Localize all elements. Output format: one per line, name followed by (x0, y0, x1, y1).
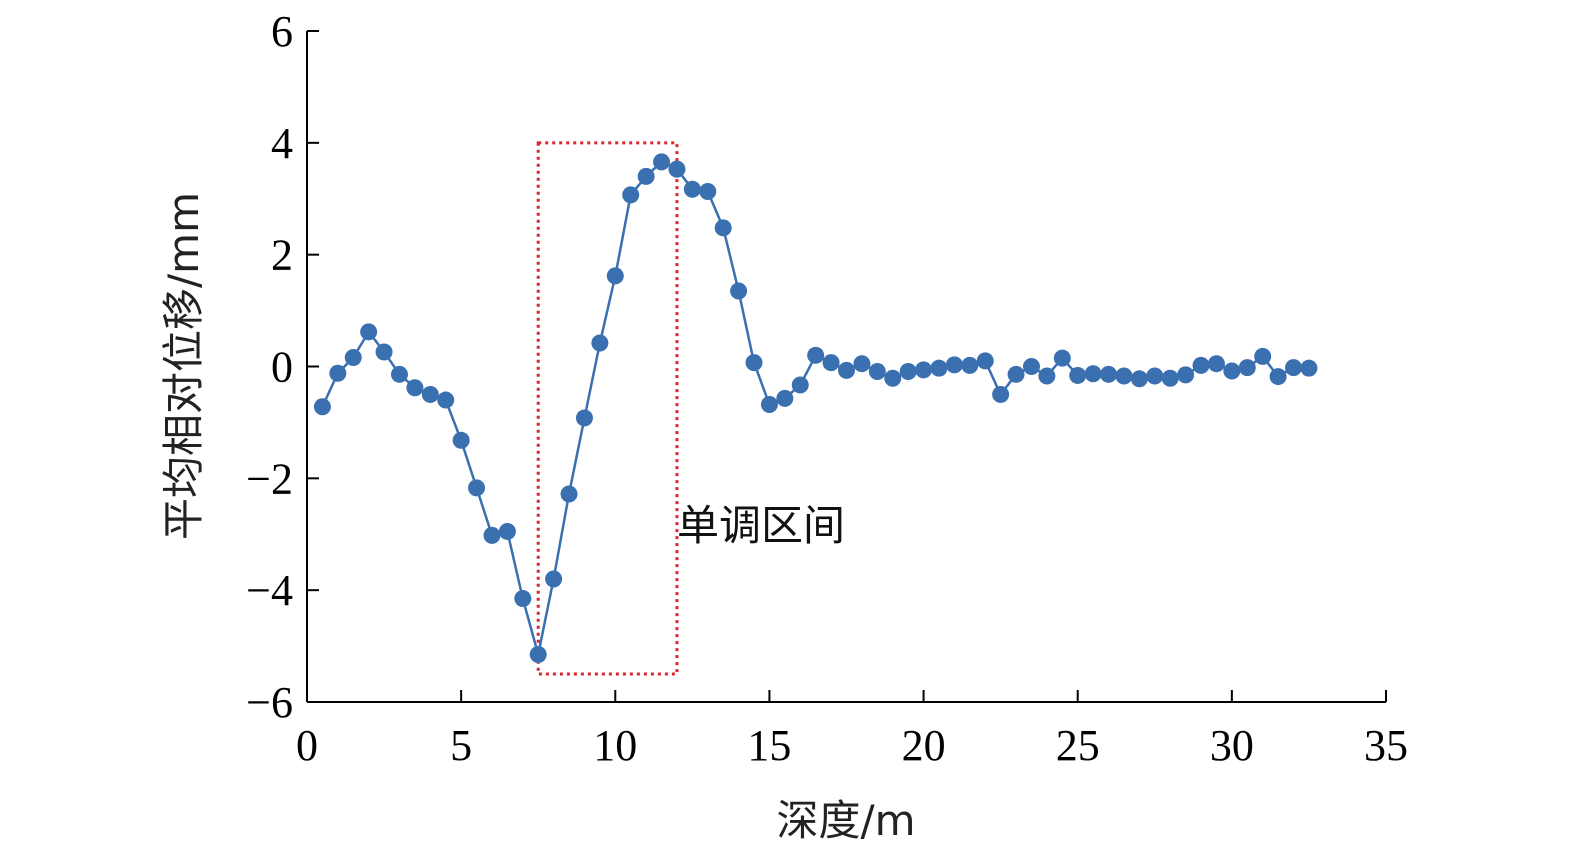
data-point (853, 355, 871, 373)
x-ticks: 0 5 10 15 20 25 30 35 (296, 690, 1408, 770)
plot-area (313, 153, 1318, 663)
data-point (606, 267, 624, 285)
data-point (329, 364, 347, 382)
y-tick-label: 2 (271, 231, 293, 280)
data-point (714, 219, 732, 237)
data-point (1053, 349, 1071, 367)
data-point (1300, 359, 1318, 377)
data-point (745, 354, 763, 372)
data-point (915, 361, 933, 379)
data-point (930, 359, 948, 377)
x-axis-title: 深度/m (776, 796, 915, 845)
y-ticks: −6 −4 −2 0 2 4 6 (246, 7, 319, 727)
data-point (591, 334, 609, 352)
data-point (945, 356, 963, 374)
y-tick-label: −2 (246, 454, 293, 503)
data-point (483, 526, 501, 544)
data-point (976, 352, 994, 370)
data-point (421, 385, 439, 403)
data-point (822, 354, 840, 372)
data-point (992, 385, 1010, 403)
highlight-box (536, 141, 679, 676)
data-point (730, 282, 748, 300)
data-point (1130, 370, 1148, 388)
data-point (884, 369, 902, 387)
data-point (1192, 356, 1210, 374)
y-axis-title: 平均相对位移/mm (159, 192, 208, 540)
y-tick-label: −6 (246, 678, 293, 727)
data-point (545, 570, 563, 588)
y-tick-label: 6 (271, 7, 293, 56)
x-tick-label: 5 (450, 721, 472, 770)
data-point (560, 485, 578, 503)
data-point (468, 479, 486, 497)
data-point (1069, 366, 1087, 384)
data-point (760, 396, 778, 414)
data-point (776, 389, 794, 407)
series-line (321, 160, 1309, 655)
data-point (622, 186, 640, 204)
data-point (360, 323, 378, 341)
data-point (899, 363, 917, 381)
data-point (1084, 365, 1102, 383)
data-point (807, 346, 825, 364)
data-point (1007, 365, 1025, 383)
y-tick-label: 4 (271, 119, 293, 168)
y-tick-label: −4 (246, 566, 293, 615)
data-point (791, 376, 809, 394)
data-point (575, 409, 593, 427)
data-point (961, 356, 979, 374)
data-point (529, 645, 547, 663)
data-point (1177, 366, 1195, 384)
data-point (683, 180, 701, 198)
x-tick-label: 20 (902, 721, 946, 770)
data-point (1022, 358, 1040, 375)
data-point (637, 167, 655, 185)
data-point (1254, 347, 1272, 365)
data-point (344, 349, 362, 367)
data-point (498, 522, 516, 540)
data-point (1100, 365, 1118, 383)
data-point (1269, 368, 1287, 386)
y-tick-label: 0 (271, 343, 293, 392)
data-point (375, 343, 393, 361)
data-point (1207, 355, 1225, 373)
data-point (452, 431, 470, 449)
monotonic-interval-region (536, 141, 679, 676)
annotation-label: 单调区间 (677, 501, 845, 550)
x-tick-label: 35 (1364, 721, 1408, 770)
data-point (313, 398, 331, 416)
x-tick-label: 15 (747, 721, 791, 770)
data-point (868, 363, 886, 381)
data-point (437, 391, 455, 409)
data-point (1285, 359, 1303, 377)
x-tick-label: 0 (296, 721, 318, 770)
data-point (514, 590, 532, 608)
x-tick-label: 10 (593, 721, 637, 770)
data-point (1115, 367, 1133, 385)
data-point (1161, 369, 1179, 387)
data-point (406, 379, 424, 397)
x-tick-label: 25 (1056, 721, 1100, 770)
data-point (1038, 367, 1056, 385)
data-point (1238, 359, 1256, 377)
data-point (1223, 362, 1241, 380)
x-tick-label: 30 (1210, 721, 1254, 770)
data-point (838, 361, 855, 379)
data-point (1146, 367, 1164, 385)
data-point (668, 160, 686, 178)
data-point (699, 182, 717, 200)
data-point (653, 153, 671, 171)
data-point (390, 365, 408, 383)
